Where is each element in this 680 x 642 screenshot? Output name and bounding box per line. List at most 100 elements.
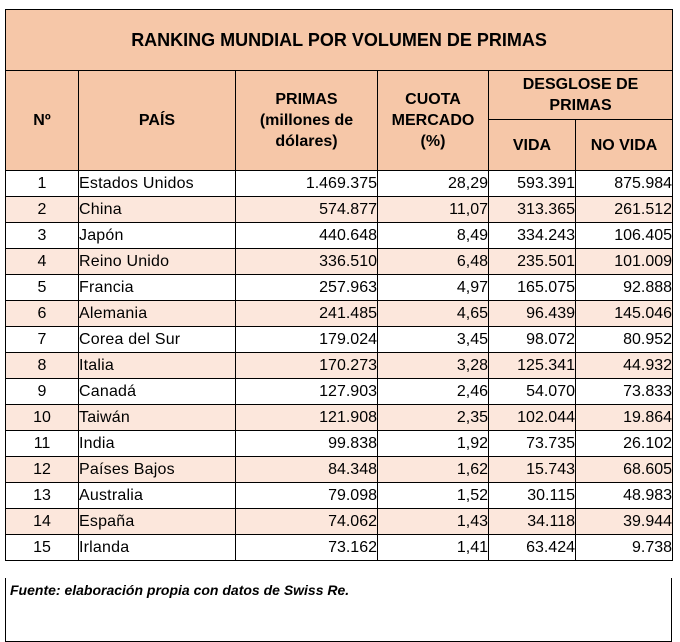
- cell-country: China: [78, 196, 236, 223]
- header-country: PAÍS: [78, 70, 236, 171]
- cell-life: 593.391: [488, 170, 576, 197]
- cell-rank: 5: [5, 274, 79, 301]
- cell-country: Japón: [78, 222, 236, 249]
- cell-country: Reino Unido: [78, 248, 236, 275]
- cell-rank: 1: [5, 170, 79, 197]
- header-premiums-line2: (millones de: [259, 112, 354, 129]
- cell-premiums: 170.273: [235, 352, 378, 379]
- cell-country: Corea del Sur: [78, 326, 236, 353]
- cell-market-share: 11,07: [377, 196, 489, 223]
- cell-market-share: 1,41: [377, 534, 489, 561]
- header-premiums-line1: PRIMAS: [275, 91, 338, 108]
- cell-non-life: 48.983: [574, 482, 674, 509]
- cell-premiums: 84.348: [235, 456, 378, 483]
- cell-life: 235.501: [488, 248, 576, 275]
- cell-life: 63.424: [488, 534, 576, 561]
- cell-market-share: 4,97: [377, 274, 489, 301]
- cell-country: España: [78, 508, 236, 535]
- cell-life: 15.743: [488, 456, 576, 483]
- cell-life: 98.072: [488, 326, 576, 353]
- header-share-line3: (%): [420, 133, 446, 150]
- cell-market-share: 1,62: [377, 456, 489, 483]
- cell-market-share: 2,35: [377, 404, 489, 431]
- header-share-line2: MERCADO: [391, 112, 475, 129]
- cell-life: 102.044: [488, 404, 576, 431]
- header-non-life: NO VIDA: [574, 119, 674, 171]
- ranking-table: RANKING MUNDIAL POR VOLUMEN DE PRIMAS Nº…: [4, 9, 674, 561]
- cell-country: Francia: [78, 274, 236, 301]
- table-row: 11 India 99.838 1,92 73.735 26.102: [5, 430, 674, 457]
- cell-rank: 4: [5, 248, 79, 275]
- cell-non-life: 44.932: [574, 352, 674, 379]
- cell-premiums: 257.963: [235, 274, 378, 301]
- header-breakdown-line1: DESGLOSE DE: [522, 76, 639, 93]
- cell-life: 334.243: [488, 222, 576, 249]
- ranking-document: RANKING MUNDIAL POR VOLUMEN DE PRIMAS Nº…: [4, 9, 674, 642]
- header-premiums-line3: dólares): [275, 133, 338, 150]
- cell-premiums: 574.877: [235, 196, 378, 223]
- cell-life: 96.439: [488, 300, 576, 327]
- cell-country: Taiwán: [78, 404, 236, 431]
- cell-premiums: 79.098: [235, 482, 378, 509]
- cell-rank: 12: [5, 456, 79, 483]
- cell-market-share: 1,43: [377, 508, 489, 535]
- cell-non-life: 101.009: [574, 248, 674, 275]
- cell-premiums: 1.469.375: [235, 170, 378, 197]
- cell-country: Estados Unidos: [78, 170, 236, 197]
- header-share-line1: CUOTA: [405, 91, 461, 108]
- table-row: 4 Reino Unido 336.510 6,48 235.501 101.009: [5, 248, 674, 275]
- cell-rank: 10: [5, 404, 79, 431]
- cell-market-share: 8,49: [377, 222, 489, 249]
- table-row: 8 Italia 170.273 3,28 125.341 44.932: [5, 352, 674, 379]
- cell-premiums: 73.162: [235, 534, 378, 561]
- cell-non-life: 106.405: [574, 222, 674, 249]
- cell-rank: 3: [5, 222, 79, 249]
- cell-life: 73.735: [488, 430, 576, 457]
- cell-life: 165.075: [488, 274, 576, 301]
- cell-market-share: 3,28: [377, 352, 489, 379]
- table-row: 14 España 74.062 1,43 34.118 39.944: [5, 508, 674, 535]
- cell-rank: 6: [5, 300, 79, 327]
- cell-life: 313.365: [488, 196, 576, 223]
- cell-rank: 14: [5, 508, 79, 535]
- cell-country: Países Bajos: [78, 456, 236, 483]
- cell-market-share: 6,48: [377, 248, 489, 275]
- header-breakdown: DESGLOSE DE PRIMAS: [487, 70, 674, 120]
- table-row: 6 Alemania 241.485 4,65 96.439 145.046: [5, 300, 674, 327]
- header-rank: Nº: [5, 70, 79, 171]
- table-row: 2 China 574.877 11,07 313.365 261.512: [5, 196, 674, 223]
- cell-rank: 15: [5, 534, 79, 561]
- cell-country: Canadá: [78, 378, 236, 405]
- cell-country: Alemania: [78, 300, 236, 327]
- cell-non-life: 68.605: [574, 456, 674, 483]
- cell-premiums: 127.903: [235, 378, 378, 405]
- cell-non-life: 80.952: [574, 326, 674, 353]
- cell-premiums: 74.062: [235, 508, 378, 535]
- table-row: 10 Taiwán 121.908 2,35 102.044 19.864: [5, 404, 674, 431]
- table-row: 5 Francia 257.963 4,97 165.075 92.888: [5, 274, 674, 301]
- cell-life: 125.341: [488, 352, 576, 379]
- cell-premiums: 179.024: [235, 326, 378, 353]
- cell-non-life: 261.512: [574, 196, 674, 223]
- cell-rank: 2: [5, 196, 79, 223]
- cell-premiums: 336.510: [235, 248, 378, 275]
- source-note: Fuente: elaboración propia con datos de …: [5, 578, 672, 642]
- table-row: 13 Australia 79.098 1,52 30.115 48.983: [5, 482, 674, 509]
- table-row: 7 Corea del Sur 179.024 3,45 98.072 80.952: [5, 326, 674, 353]
- table-row: 15 Irlanda 73.162 1,41 63.424 9.738: [5, 534, 674, 561]
- header-breakdown-line2: PRIMAS: [549, 97, 612, 114]
- header-market-share: CUOTA MERCADO (%): [377, 70, 489, 171]
- cell-non-life: 19.864: [574, 404, 674, 431]
- cell-premiums: 440.648: [235, 222, 378, 249]
- cell-premiums: 121.908: [235, 404, 378, 431]
- cell-market-share: 2,46: [377, 378, 489, 405]
- cell-market-share: 3,45: [377, 326, 489, 353]
- cell-life: 54.070: [488, 378, 576, 405]
- cell-market-share: 4,65: [377, 300, 489, 327]
- header-premiums: PRIMAS (millones de dólares): [235, 70, 378, 171]
- cell-non-life: 73.833: [574, 378, 674, 405]
- cell-non-life: 39.944: [574, 508, 674, 535]
- cell-country: India: [78, 430, 236, 457]
- cell-non-life: 92.888: [574, 274, 674, 301]
- cell-rank: 7: [5, 326, 79, 353]
